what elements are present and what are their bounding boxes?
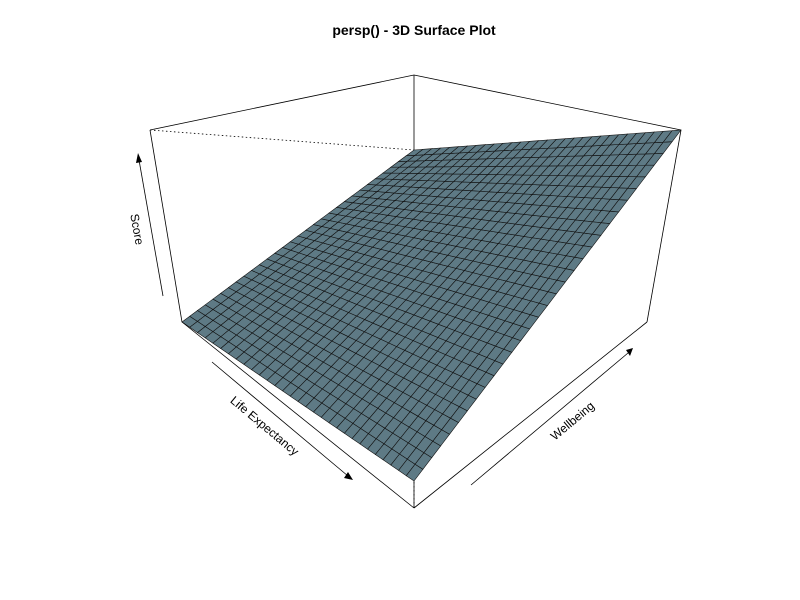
z-axis-label: Score <box>127 213 146 247</box>
y-axis-arrowhead <box>626 348 633 356</box>
chart-title: persp() - 3D Surface Plot <box>332 22 496 38</box>
z-axis-arrow <box>138 159 164 297</box>
x-axis-arrowhead <box>344 472 353 480</box>
x-axis-label: Life Expectancy <box>228 393 302 458</box>
box-hidden-edge-top <box>149 129 415 151</box>
y-axis-label: Wellbeing <box>548 399 597 443</box>
x-axis-arrow <box>211 361 349 477</box>
surface-mesh <box>181 129 682 482</box>
box-edge-bottom-left <box>181 321 415 509</box>
box-edge-right-vertical <box>646 129 682 323</box>
box-edge-back-top-left <box>149 74 415 131</box>
z-axis-arrowhead <box>136 153 142 163</box>
box-edge-back-top-right <box>413 74 682 131</box>
box-edge-left-vertical <box>149 129 183 323</box>
box-edge-bottom-right <box>413 321 648 509</box>
y-axis-arrow <box>470 352 629 486</box>
